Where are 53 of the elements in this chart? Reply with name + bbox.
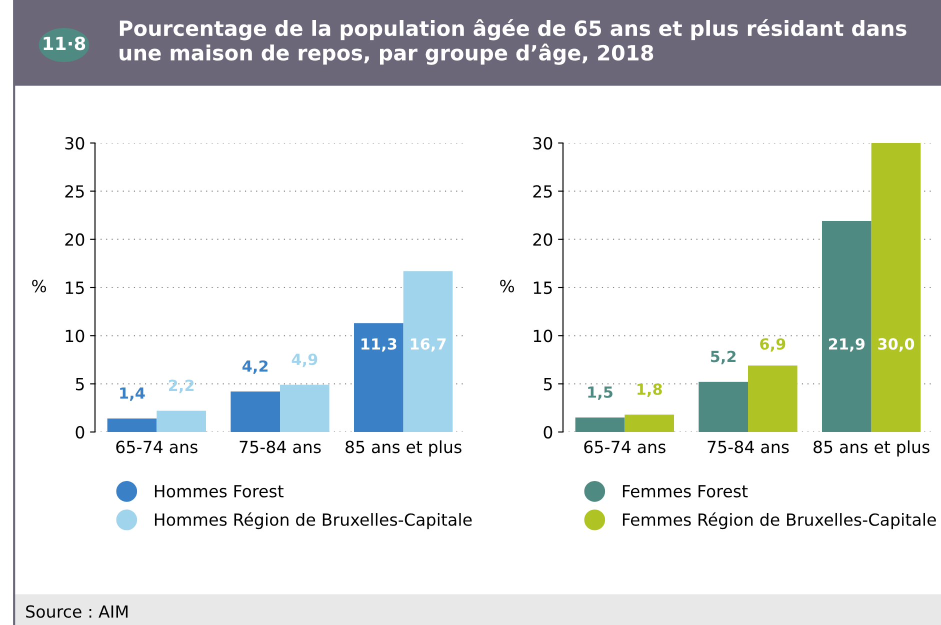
legend-label: Femmes Région de Bruxelles-Capitale <box>622 512 936 530</box>
data-label: 4,9 <box>292 354 318 368</box>
y-tick-label: 15 <box>534 282 552 294</box>
y-tick-label: 15 <box>66 282 84 294</box>
x-tick-label: 75-84 ans <box>240 440 321 454</box>
bar <box>230 392 280 432</box>
y-tick-label: 30 <box>65 136 84 150</box>
source-note: Source : AIM <box>26 605 128 618</box>
data-label: 30,0 <box>878 338 914 352</box>
bar <box>280 384 330 432</box>
bar <box>354 323 404 432</box>
y-tick-label: 10 <box>66 330 84 342</box>
text: 11·8 <box>44 36 86 50</box>
bar <box>748 366 798 432</box>
x-tick-label: 85 ans et plus <box>346 440 462 456</box>
y-tick-label: 5 <box>76 378 84 390</box>
data-label: 6,9 <box>760 338 786 352</box>
data-label: 2,2 <box>169 380 194 394</box>
bar <box>403 271 453 432</box>
bar <box>156 410 206 432</box>
y-axis-title: % <box>32 280 46 292</box>
bar <box>698 382 748 432</box>
y-tick-label: 20 <box>65 233 84 246</box>
bar <box>575 418 625 432</box>
y-tick-label: 0 <box>544 426 552 439</box>
bar <box>624 414 674 432</box>
legend-label: Hommes Forest <box>154 485 284 498</box>
x-tick-label: 85 ans et plus <box>814 440 930 456</box>
data-label: 4,2 <box>242 360 268 374</box>
bar <box>822 221 872 432</box>
bar <box>107 418 157 432</box>
y-tick-label: 30 <box>533 136 552 150</box>
y-tick-label: 0 <box>76 426 84 439</box>
y-tick-label: 25 <box>65 185 84 198</box>
legend-label: Femmes Forest <box>622 485 748 498</box>
data-label: 1,5 <box>588 386 612 400</box>
data-label: 1,4 <box>120 388 145 401</box>
legend-label: Hommes Région de Bruxelles-Capitale <box>154 512 472 530</box>
bar <box>871 143 921 432</box>
data-label: 5,2 <box>710 350 736 364</box>
data-label: 1,8 <box>638 383 662 397</box>
y-tick-label: 20 <box>533 233 552 246</box>
text: Pourcentage de la population âgée de 65 ans et plus résidant dans une maison de repos, par groupe d’âge, 2018 <box>120 19 906 65</box>
data-label: 16,7 <box>410 338 446 352</box>
data-label: 21,9 <box>829 338 865 352</box>
y-tick-label: 25 <box>533 185 552 198</box>
data-label: 11,3 <box>362 338 396 352</box>
x-tick-label: 75-84 ans <box>708 440 789 454</box>
y-tick-label: 5 <box>544 378 552 390</box>
x-tick-label: 65-74 ans <box>584 440 666 454</box>
x-tick-label: 65-74 ans <box>116 440 198 454</box>
y-tick-label: 10 <box>534 330 552 342</box>
y-axis-title: % <box>500 280 514 292</box>
